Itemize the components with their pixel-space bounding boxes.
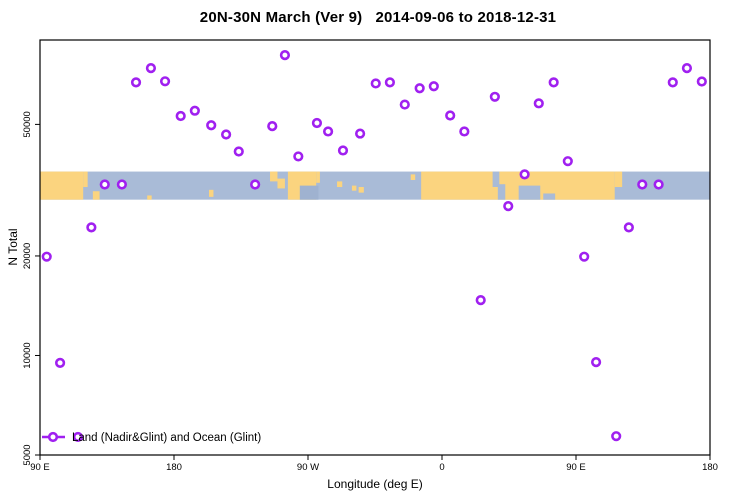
map-land xyxy=(358,187,364,193)
map-land xyxy=(410,174,416,180)
data-point xyxy=(145,63,157,74)
map-water xyxy=(518,185,541,200)
data-point xyxy=(475,295,486,306)
data-point xyxy=(653,179,664,190)
data-point xyxy=(519,169,530,180)
data-point xyxy=(681,63,693,74)
y-tick-label: 10000 xyxy=(22,342,33,368)
data-point xyxy=(445,110,456,121)
data-point xyxy=(667,77,678,88)
legend-marker xyxy=(47,431,59,443)
map-land xyxy=(351,185,357,191)
y-tick-label: 50000 xyxy=(22,111,33,137)
data-point xyxy=(221,129,232,140)
y-tick-label: 20000 xyxy=(22,243,33,269)
data-point xyxy=(279,50,291,61)
data-point xyxy=(72,431,84,443)
data-point xyxy=(337,145,349,156)
data-point xyxy=(414,83,425,94)
data-point xyxy=(590,356,602,368)
plot-border xyxy=(39,39,711,456)
data-point xyxy=(159,76,171,87)
data-point xyxy=(370,78,381,89)
chart-title: 20N-30N March (Ver 9) 2014-09-06 to 2018… xyxy=(199,9,557,26)
map-land xyxy=(83,171,88,188)
data-point xyxy=(611,431,622,442)
data-point xyxy=(86,222,97,233)
data-point xyxy=(311,117,323,129)
y-tick-label: 5000 xyxy=(22,444,33,465)
data-point xyxy=(267,121,278,132)
data-point xyxy=(548,77,559,88)
data-point xyxy=(623,222,634,233)
map-land xyxy=(270,171,278,182)
data-point xyxy=(250,179,261,190)
map-land xyxy=(316,171,320,183)
data-point xyxy=(637,179,648,190)
map-land xyxy=(40,171,84,200)
data-point xyxy=(54,357,66,368)
data-point xyxy=(41,251,52,262)
map-land xyxy=(614,171,623,188)
data-point xyxy=(579,251,590,262)
x-tick-label: 90 E xyxy=(30,462,50,473)
map-water xyxy=(497,184,506,200)
data-point xyxy=(399,99,410,110)
data-point xyxy=(206,120,217,131)
map-water xyxy=(543,193,556,200)
data-point xyxy=(562,156,573,167)
map-land xyxy=(421,171,615,200)
y-axis-title: N Total xyxy=(6,228,20,266)
data-point xyxy=(533,98,544,109)
x-tick-label: 90 E xyxy=(566,462,586,473)
data-point xyxy=(355,128,366,139)
data-point xyxy=(293,151,304,162)
data-point xyxy=(99,179,110,190)
map-land xyxy=(147,195,152,200)
x-tick-label: 180 xyxy=(166,462,182,473)
map-water xyxy=(492,171,500,188)
data-point xyxy=(428,81,439,92)
x-tick-label: 0 xyxy=(439,462,444,473)
legend-label: Land (Nadir&Glint) and Ocean (Glint) xyxy=(72,432,261,444)
data-point xyxy=(323,126,334,137)
map-water xyxy=(299,185,319,200)
x-tick-label: 180 xyxy=(702,462,718,473)
data-point xyxy=(489,91,500,102)
data-point xyxy=(130,77,142,88)
data-point xyxy=(116,179,127,190)
map-land xyxy=(337,181,343,188)
map-land xyxy=(208,189,214,197)
x-axis-title: Longitude (deg E) xyxy=(327,477,423,491)
data-point xyxy=(503,201,514,212)
x-tick-label: 90 W xyxy=(297,462,319,473)
data-point xyxy=(175,110,186,122)
data-point xyxy=(189,105,200,116)
data-point xyxy=(384,77,395,88)
data-point xyxy=(233,146,244,157)
map-land xyxy=(92,191,100,200)
map-land xyxy=(277,178,285,189)
data-point xyxy=(696,76,707,87)
data-point xyxy=(459,126,470,137)
